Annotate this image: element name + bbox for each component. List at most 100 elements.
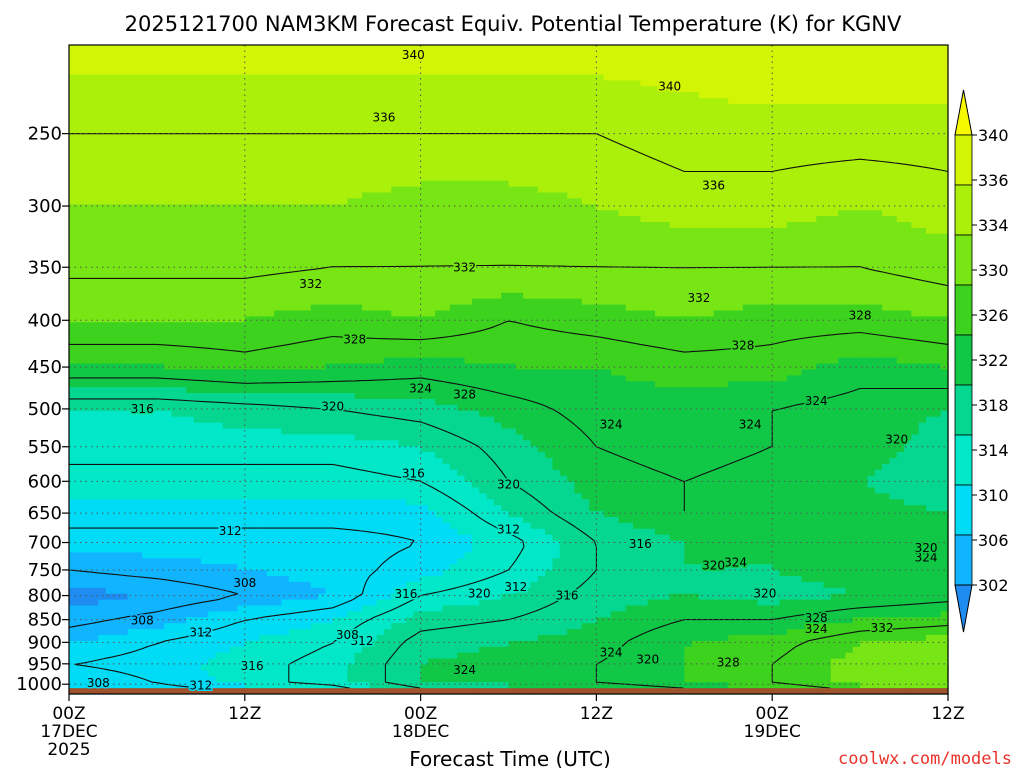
field-cell bbox=[200, 98, 209, 105]
field-cell bbox=[757, 115, 766, 123]
field-cell bbox=[134, 251, 143, 258]
field-cell bbox=[171, 192, 180, 199]
field-cell bbox=[479, 286, 488, 294]
field-cell bbox=[655, 68, 663, 76]
field-cell bbox=[501, 115, 510, 123]
field-cell bbox=[772, 263, 781, 270]
field-cell bbox=[779, 204, 788, 211]
field-cell bbox=[655, 263, 663, 270]
field-cell bbox=[808, 115, 817, 123]
field-cell bbox=[728, 275, 737, 282]
field-cell bbox=[164, 92, 173, 99]
field-cell bbox=[772, 139, 781, 146]
field-cell bbox=[471, 92, 480, 99]
field-cell bbox=[501, 216, 510, 223]
field-cell bbox=[208, 109, 217, 117]
field-cell bbox=[296, 281, 304, 288]
field-cell bbox=[794, 56, 803, 64]
field-cell bbox=[332, 198, 341, 205]
field-cell bbox=[889, 80, 898, 87]
field-cell bbox=[134, 186, 143, 194]
field-cell bbox=[142, 174, 151, 182]
field-cell bbox=[266, 98, 275, 105]
field-cell bbox=[413, 233, 422, 241]
field-cell bbox=[779, 216, 788, 223]
field-cell bbox=[105, 109, 114, 117]
field-cell bbox=[655, 98, 663, 105]
field-cell bbox=[764, 192, 773, 199]
field-cell bbox=[933, 174, 942, 182]
field-cell bbox=[156, 163, 165, 170]
field-cell bbox=[376, 133, 385, 140]
field-cell bbox=[640, 50, 649, 58]
field-cell bbox=[127, 68, 136, 76]
field-cell bbox=[369, 127, 378, 135]
field-cell bbox=[76, 133, 85, 140]
field-cell bbox=[259, 263, 268, 270]
field-cell bbox=[596, 45, 605, 52]
field-cell bbox=[559, 275, 568, 282]
field-cell bbox=[486, 104, 495, 111]
field-cell bbox=[559, 98, 568, 105]
field-cell bbox=[427, 269, 436, 276]
field-cell bbox=[296, 257, 304, 264]
field-cell bbox=[471, 174, 480, 182]
field-cell bbox=[332, 56, 341, 64]
field-cell bbox=[596, 210, 605, 217]
field-cell bbox=[281, 56, 290, 64]
field-cell bbox=[200, 109, 209, 117]
field-cell bbox=[603, 133, 612, 140]
field-cell bbox=[655, 168, 663, 176]
field-cell bbox=[918, 222, 927, 229]
field-cell bbox=[435, 198, 444, 205]
field-cell bbox=[530, 192, 539, 199]
field-cell bbox=[940, 74, 949, 81]
field-cell bbox=[164, 168, 173, 176]
field-cell bbox=[706, 186, 715, 194]
field-cell bbox=[567, 168, 576, 176]
field-cell bbox=[486, 133, 495, 140]
field-cell bbox=[669, 227, 678, 235]
field-cell bbox=[874, 239, 883, 247]
field-cell bbox=[457, 227, 466, 235]
field-cell bbox=[545, 121, 554, 129]
field-cell bbox=[523, 251, 532, 258]
field-cell bbox=[149, 227, 158, 235]
field-cell bbox=[427, 139, 436, 146]
field-cell bbox=[801, 281, 810, 288]
field-cell bbox=[633, 80, 641, 87]
field-cell bbox=[676, 204, 685, 211]
field-cell bbox=[926, 74, 934, 81]
field-cell bbox=[325, 145, 334, 152]
field-cell bbox=[552, 245, 561, 253]
field-cell bbox=[457, 45, 466, 52]
field-cell bbox=[911, 198, 920, 205]
field-cell bbox=[383, 121, 392, 129]
field-cell bbox=[940, 239, 949, 247]
field-cell bbox=[83, 115, 92, 123]
field-cell bbox=[449, 74, 458, 81]
field-cell bbox=[76, 157, 85, 164]
field-cell bbox=[112, 168, 121, 176]
field-cell bbox=[208, 92, 217, 99]
field-cell bbox=[332, 109, 341, 117]
field-cell bbox=[567, 68, 576, 76]
field-cell bbox=[259, 62, 268, 70]
field-cell bbox=[244, 151, 253, 158]
field-cell bbox=[662, 133, 671, 140]
field-cell bbox=[215, 86, 224, 93]
field-cell bbox=[801, 133, 810, 140]
field-cell bbox=[706, 145, 715, 152]
field-cell bbox=[127, 109, 136, 117]
field-cell bbox=[882, 109, 890, 117]
field-cell bbox=[640, 269, 649, 276]
field-cell bbox=[90, 133, 99, 140]
field-cell bbox=[486, 115, 495, 123]
field-cell bbox=[786, 50, 795, 58]
field-cell bbox=[164, 210, 173, 217]
field-cell bbox=[296, 180, 304, 188]
field-cell bbox=[889, 56, 898, 64]
field-cell bbox=[149, 86, 158, 93]
field-cell bbox=[471, 145, 480, 152]
field-cell bbox=[618, 62, 627, 70]
